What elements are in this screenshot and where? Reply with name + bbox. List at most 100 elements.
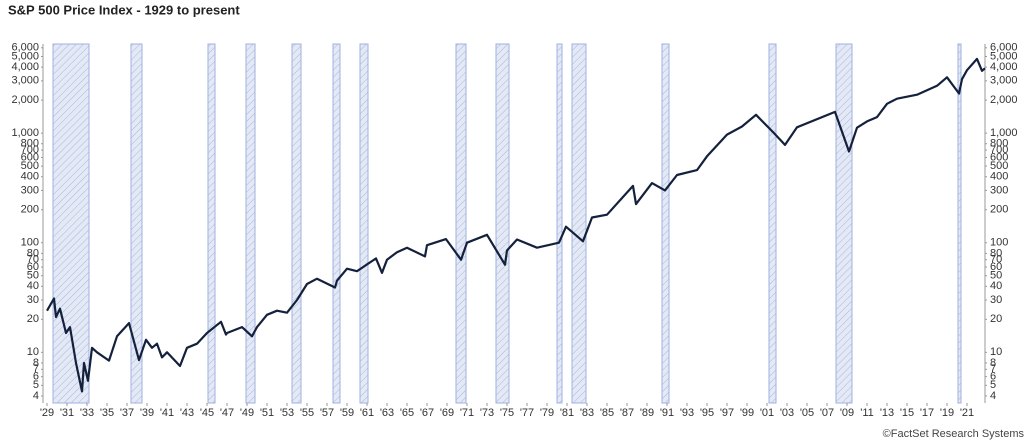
x-tick-label: '67: [420, 407, 434, 419]
y2-tick-label: 800: [990, 138, 1008, 150]
x-tick-label: '01: [760, 407, 774, 419]
y2-tick-label: 200: [990, 204, 1008, 216]
y2-tick-label: 600: [990, 151, 1008, 163]
recession-hatch: [836, 44, 852, 403]
x-tick-label: '97: [720, 407, 734, 419]
x-tick-label: '65: [400, 407, 414, 419]
x-tick-label: '85: [600, 407, 614, 419]
x-tick-label: '21: [960, 407, 974, 419]
chart-title: S&P 500 Price Index - 1929 to present: [8, 2, 240, 17]
x-tick-label: '91: [660, 407, 674, 419]
recession-hatch: [360, 44, 368, 403]
x-tick-label: '69: [440, 407, 454, 419]
y-tick-label: 50: [27, 270, 39, 282]
x-tick-label: '51: [260, 407, 274, 419]
y2-tick-label: 6: [990, 371, 996, 383]
x-tick-label: '81: [560, 407, 574, 419]
y-tick-label: 80: [27, 247, 39, 259]
x-tick-label: '71: [460, 407, 474, 419]
recession-hatch: [246, 44, 255, 403]
y2-tick-label: 70: [990, 254, 1002, 266]
recession-hatch: [208, 44, 215, 403]
x-tick-label: '75: [500, 407, 514, 419]
x-tick-label: '57: [320, 407, 334, 419]
y2-tick-label: 6,000: [990, 42, 1018, 54]
x-tick-label: '33: [80, 407, 94, 419]
y2-tick-label: 40: [990, 280, 1002, 292]
x-tick-label: '09: [840, 407, 854, 419]
y2-tick-label: 20: [990, 313, 1002, 325]
x-tick-label: '61: [360, 407, 374, 419]
x-tick-label: '05: [800, 407, 814, 419]
y2-tick-label: 100: [990, 237, 1008, 249]
y2-tick-label: 5,000: [990, 50, 1018, 62]
y2-tick-label: 700: [990, 144, 1008, 156]
x-tick-label: '15: [900, 407, 914, 419]
x-tick-label: '93: [680, 407, 694, 419]
x-tick-label: '29: [40, 407, 54, 419]
y2-tick-label: 300: [990, 184, 1008, 196]
y-tick-label: 500: [21, 160, 39, 172]
recession-hatch: [456, 44, 466, 403]
y-tick-label: 400: [21, 171, 39, 183]
x-tick-label: '43: [180, 407, 194, 419]
y-tick-label: 6: [33, 371, 39, 383]
x-tick-label: '13: [880, 407, 894, 419]
x-tick-label: '49: [240, 407, 254, 419]
y-tick-label: 7: [33, 363, 39, 375]
y2-tick-label: 4: [990, 390, 996, 402]
y2-tick-label: 30: [990, 294, 1002, 306]
y-tick-label: 2,000: [11, 94, 39, 106]
y-tick-label: 4: [33, 390, 39, 402]
x-tick-label: '41: [160, 407, 174, 419]
y2-tick-label: 80: [990, 247, 1002, 259]
recession-hatch: [53, 44, 89, 403]
y2-tick-label: 8: [990, 357, 996, 369]
x-tick-label: '37: [120, 407, 134, 419]
x-tick-label: '55: [300, 407, 314, 419]
y2-tick-label: 5: [990, 379, 996, 391]
y-tick-label: 4,000: [11, 61, 39, 73]
y2-tick-label: 60: [990, 261, 1002, 273]
y-tick-label: 30: [27, 294, 39, 306]
footnote: ©FactSet Research Systems: [883, 428, 1025, 440]
y-tick-label: 6,000: [11, 42, 39, 54]
y-tick-label: 800: [21, 138, 39, 150]
x-tick-label: '31: [60, 407, 74, 419]
y2-tick-label: 50: [990, 270, 1002, 282]
price-line: [46, 57, 986, 393]
y-tick-label: 8: [33, 357, 39, 369]
x-tick-label: '35: [100, 407, 114, 419]
x-tick-label: '77: [520, 407, 534, 419]
y-tick-label: 5: [33, 379, 39, 391]
recession-hatch: [292, 44, 301, 403]
x-tick-label: '11: [860, 407, 874, 419]
y-tick-label: 3,000: [11, 75, 39, 87]
x-tick-label: '83: [580, 407, 594, 419]
x-tick-label: '79: [540, 407, 554, 419]
y-tick-label: 60: [27, 261, 39, 273]
x-tick-label: '39: [140, 407, 154, 419]
x-tick-label: '03: [780, 407, 794, 419]
x-tick-label: '07: [820, 407, 834, 419]
y-tick-label: 40: [27, 280, 39, 292]
y-tick-label: 1,000: [11, 127, 39, 139]
x-tick-label: '19: [940, 407, 954, 419]
y-tick-label: 300: [21, 184, 39, 196]
y-tick-label: 70: [27, 254, 39, 266]
x-tick-label: '59: [340, 407, 354, 419]
y-tick-label: 20: [27, 313, 39, 325]
x-tick-label: '45: [200, 407, 214, 419]
y-tick-label: 700: [21, 144, 39, 156]
y2-tick-label: 3,000: [990, 75, 1018, 87]
x-tick-label: '17: [920, 407, 934, 419]
recession-hatch: [496, 44, 509, 403]
y2-tick-label: 2,000: [990, 94, 1018, 106]
x-tick-label: '89: [640, 407, 654, 419]
y-tick-label: 5,000: [11, 50, 39, 62]
y2-tick-label: 500: [990, 160, 1008, 172]
y2-tick-label: 1,000: [990, 127, 1018, 139]
recession-hatch: [662, 44, 669, 403]
y-tick-label: 10: [27, 346, 39, 358]
